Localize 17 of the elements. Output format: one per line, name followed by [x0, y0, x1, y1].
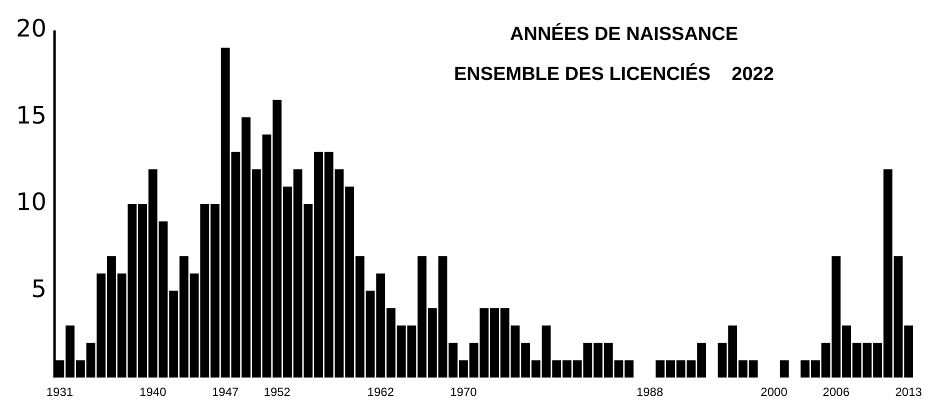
y-tick-label: 10: [16, 188, 47, 216]
x-tick-label: 1947: [212, 385, 240, 400]
bar: [780, 360, 789, 378]
y-tick-label: 15: [16, 101, 47, 130]
x-tick-label: 1962: [367, 385, 394, 400]
text: ENSEMBLE DES LICENCIÉS 2022: [454, 64, 774, 86]
x-tick-label: 1970: [450, 385, 478, 400]
y-tick-label: 20: [16, 14, 47, 43]
y-tick-label: 5: [31, 275, 47, 304]
x-tick-label: 1988: [636, 385, 664, 400]
x-tick-label: 2000: [760, 385, 788, 400]
chart-title: ANNÉES DE NAISSANCE: [510, 24, 738, 46]
x-tick-label: 1952: [264, 385, 291, 400]
x-tick-label: 2006: [822, 385, 850, 400]
x-tick-label: 1940: [140, 385, 167, 400]
x-tick-label: 2013: [895, 385, 922, 400]
x-tick-label: 1931: [46, 385, 74, 400]
